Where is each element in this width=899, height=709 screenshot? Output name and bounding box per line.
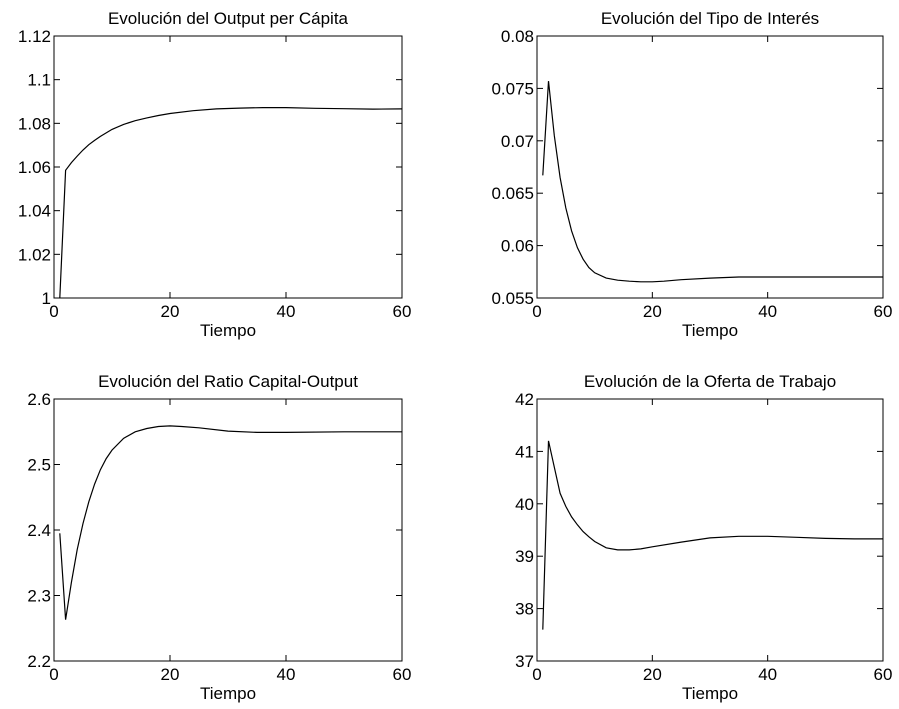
- plot3-ytick-label: 2.3: [27, 587, 51, 606]
- plot2-xlabel: Tiempo: [682, 321, 738, 340]
- plot1-series-line: [59, 106, 403, 299]
- plot1-xtick-label: 0: [49, 302, 58, 321]
- plot1-ytick-label: 1.08: [18, 114, 51, 133]
- plot2-ytick-label: 0.06: [501, 237, 534, 256]
- plot1-ytick-label: 1.1: [27, 71, 51, 90]
- plot4-title: Evolución de la Oferta de Trabajo: [584, 372, 836, 391]
- plot4-ytick-label: 42: [515, 390, 534, 409]
- plot2-ytick-label: 0.08: [501, 27, 534, 46]
- plot3-axes-frame: [53, 398, 403, 662]
- plot2-title: Evolución del Tipo de Interés: [601, 9, 819, 28]
- plot2-ytick-label: 0.065: [491, 184, 534, 203]
- plot2-xtick-label: 20: [643, 302, 662, 321]
- plot1-title: Evolución del Output per Cápita: [108, 9, 349, 28]
- plot4-ytick-label: 41: [515, 442, 534, 461]
- plot3-xtick-label: 0: [49, 665, 58, 684]
- plot2-ytick-label: 0.055: [491, 289, 534, 308]
- plot4-ytick-label: 37: [515, 652, 534, 671]
- plot1-ytick-label: 1.04: [18, 202, 51, 221]
- plot3: Evolución del Ratio Capital-Output 0 20 40 6…: [27, 372, 411, 703]
- plot4-xtick-label: 20: [643, 665, 662, 684]
- plot3-ytick-label: 2.6: [27, 390, 51, 409]
- plot4-ytick-label: 39: [515, 547, 534, 566]
- plot4-ytick-label: 40: [515, 495, 534, 514]
- plot1-ytick-label: 1: [42, 289, 51, 308]
- plot2-xtick-label: 40: [758, 302, 777, 321]
- plot4-xlabel: Tiempo: [682, 684, 738, 703]
- plot1: Evolución del Output per Cápita 0 20 40 60 1 1…: [18, 9, 412, 340]
- plot3-title: Evolución del Ratio Capital-Output: [98, 372, 358, 391]
- plot2-xtick-label: 60: [874, 302, 893, 321]
- plot3-xtick-label: 60: [393, 665, 412, 684]
- plot2: Evolución del Tipo de Interés 0 20 40 60 0.05…: [491, 9, 892, 340]
- plot1-ytick-label: 1.12: [18, 27, 51, 46]
- plot1-axes-frame: [53, 35, 403, 299]
- plot3-ytick-label: 2.2: [27, 652, 51, 671]
- plot3-ytick-label: 2.4: [27, 521, 51, 540]
- plot4-xtick-label: 0: [532, 665, 541, 684]
- plot4: Evolución de la Oferta de Trabajo 0 20 40 60…: [515, 372, 892, 703]
- plot3-xlabel: Tiempo: [200, 684, 256, 703]
- plot1-xlabel: Tiempo: [200, 321, 256, 340]
- plot3-xtick-label: 40: [277, 665, 296, 684]
- plot4-xtick-label: 40: [758, 665, 777, 684]
- plot2-ytick-label: 0.07: [501, 132, 534, 151]
- plot2-series-line: [542, 81, 883, 283]
- plot1-xtick-label: 40: [277, 302, 296, 321]
- plot2-ytick-label: 0.075: [491, 79, 534, 98]
- plot2-axes-frame: [536, 35, 884, 299]
- plot1-xtick-label: 20: [161, 302, 180, 321]
- plot1-ytick-label: 1.06: [18, 158, 51, 177]
- plot4-series-line: [542, 440, 883, 630]
- plot4-xtick-label: 60: [874, 665, 893, 684]
- plot1-xtick-label: 60: [393, 302, 412, 321]
- plot3-xtick-label: 20: [161, 665, 180, 684]
- plot4-ytick-label: 38: [515, 600, 534, 619]
- plot4-axes-frame: [536, 398, 884, 662]
- plot2-xtick-label: 0: [532, 302, 541, 321]
- plot3-series-line: [59, 425, 402, 620]
- plot1-ytick-label: 1.02: [18, 245, 51, 264]
- plot3-ytick-label: 2.5: [27, 456, 51, 475]
